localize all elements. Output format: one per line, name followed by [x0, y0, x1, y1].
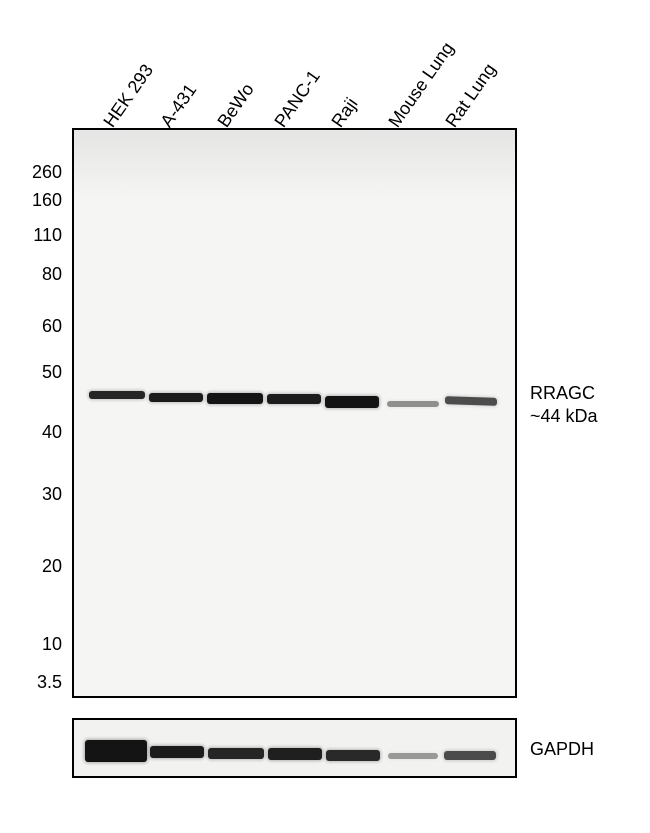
protein-label-rragc: RRAGC ~44 kDa — [530, 382, 598, 429]
blot-panel-rragc — [72, 128, 517, 698]
rragc-band — [387, 401, 439, 407]
gapdh-band — [85, 740, 147, 762]
mw-marker: 110 — [20, 225, 62, 246]
mw-marker: 30 — [20, 484, 62, 505]
blot-panel-gapdh — [72, 718, 517, 778]
lane-label: Rat Lung — [441, 60, 500, 132]
protein-mw: ~44 kDa — [530, 406, 598, 426]
rragc-band — [149, 393, 203, 402]
mw-marker: 160 — [20, 190, 62, 211]
loading-control-name: GAPDH — [530, 739, 594, 759]
lane-label: BeWo — [213, 80, 258, 132]
mw-marker: 40 — [20, 422, 62, 443]
western-blot-figure: HEK 293A-431BeWoPANC-1RajiMouse LungRat … — [0, 0, 650, 833]
mw-marker: 20 — [20, 556, 62, 577]
gapdh-band — [268, 748, 322, 760]
mw-marker: 10 — [20, 634, 62, 655]
lane-label: A-431 — [156, 80, 201, 131]
lane-label: Raji — [327, 94, 362, 131]
gapdh-band — [388, 753, 438, 759]
lane-label: HEK 293 — [99, 60, 158, 131]
mw-marker: 3.5 — [20, 672, 62, 693]
protein-name: RRAGC — [530, 383, 595, 403]
rragc-band — [325, 396, 379, 408]
gapdh-band — [326, 750, 380, 761]
lane-label: PANC-1 — [270, 66, 324, 131]
panel-shading — [74, 130, 515, 200]
mw-marker: 80 — [20, 264, 62, 285]
gapdh-band — [150, 746, 204, 758]
gapdh-band — [444, 751, 496, 760]
protein-label-gapdh: GAPDH — [530, 738, 594, 761]
rragc-band — [267, 394, 321, 404]
rragc-band — [207, 393, 263, 404]
mw-marker: 60 — [20, 316, 62, 337]
rragc-band — [89, 391, 145, 399]
mw-marker: 260 — [20, 162, 62, 183]
gapdh-band — [208, 748, 264, 759]
rragc-band — [445, 396, 497, 406]
mw-marker: 50 — [20, 362, 62, 383]
